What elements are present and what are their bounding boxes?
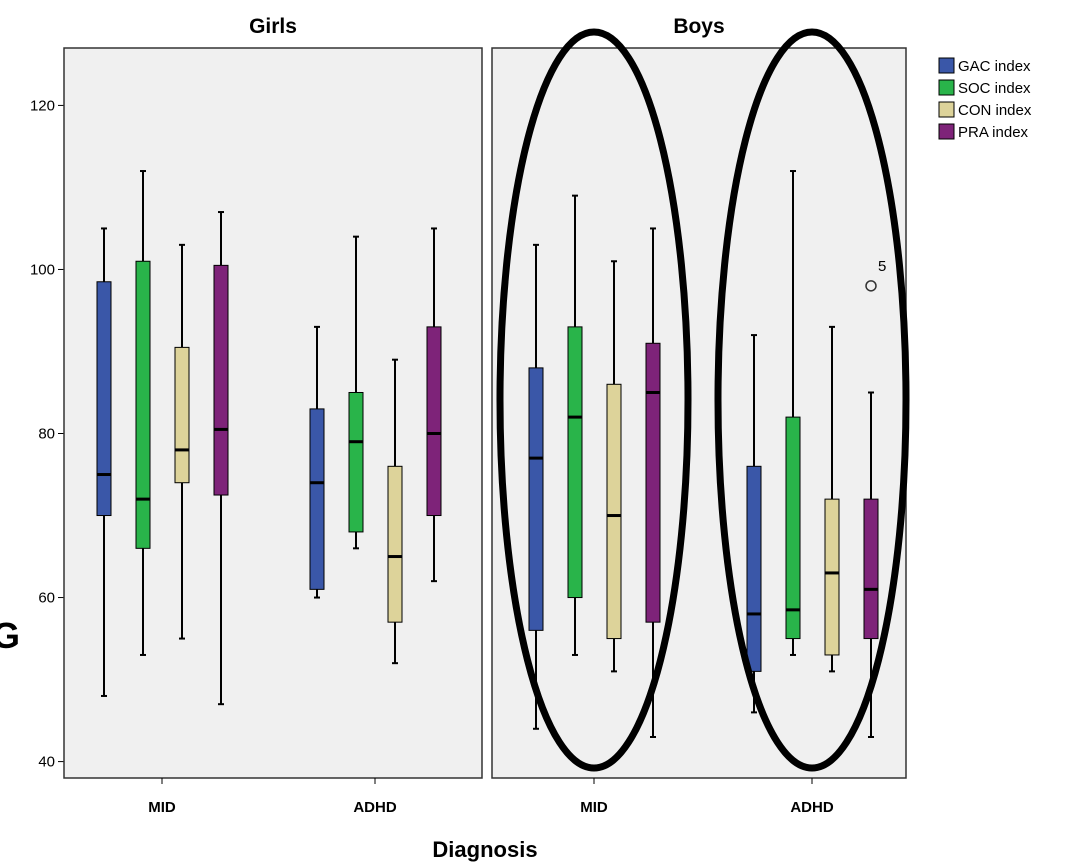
box-gac-index [96,227,112,697]
highlight-ellipses [496,28,910,772]
edge-glyph: G [0,615,20,656]
legend-swatch [938,57,955,74]
x-category-label: MID [580,799,608,816]
legend-label: GAC index [958,58,1031,75]
box-con-index [606,260,622,673]
legend-label: CON index [958,102,1032,119]
y-tick-label: 80 [38,426,55,443]
box-iqr [645,342,661,623]
box-iqr [348,391,364,533]
box-soc-index [567,194,583,656]
box-iqr [213,264,229,496]
box-soc-index [135,170,151,656]
box-iqr [174,346,190,484]
box-soc-index [785,170,801,656]
legend-label: SOC index [958,80,1031,97]
x-axis-title: Diagnosis [432,837,537,862]
box-con-index [174,243,190,640]
box-pra-index [426,227,442,583]
highlight-ellipse [496,28,692,772]
box-iqr [824,498,840,656]
highlight-ellipse [714,28,910,772]
box-soc-index [348,235,364,550]
box-iqr [746,465,762,672]
y-tick-label: 120 [30,97,55,114]
x-category-label: ADHD [353,799,396,816]
box-iqr [96,281,112,517]
y-tick-label: 40 [38,754,55,771]
y-tick-label: 60 [38,590,55,607]
box-iqr [426,326,442,517]
panel-title: Girls [249,15,297,38]
y-tick-label: 100 [30,261,55,278]
outlier-point [865,280,877,292]
box-con-index [387,358,403,665]
panel-frame [63,47,483,779]
box-iqr [309,408,325,590]
box-iqr [135,260,151,549]
legend-swatch [938,79,955,96]
panel-frame [491,47,907,779]
box-pra-index [645,227,661,738]
box-gac-index [309,325,325,599]
legend-swatch [938,123,955,140]
box-iqr [606,383,622,640]
box-pra-index: 5 [863,258,886,738]
panels-layer: 40 60 80 100 120 Girls MID ADHD Boys MID ADHD [30,15,907,816]
box-con-index [824,325,840,673]
outlier-label: 5 [878,258,886,275]
box-iqr [387,465,403,623]
legend-swatch [938,101,955,118]
legend-label: PRA index [958,124,1029,141]
x-category-label: MID [148,799,176,816]
box-iqr [863,498,879,640]
x-category-label: ADHD [790,799,833,816]
box-iqr [567,326,583,599]
legend: GAC index SOC index CON index PRA index [938,57,1032,141]
box-iqr [785,416,801,640]
box-pra-index [213,211,229,706]
box-iqr [528,367,544,631]
panel-title: Boys [673,15,724,38]
